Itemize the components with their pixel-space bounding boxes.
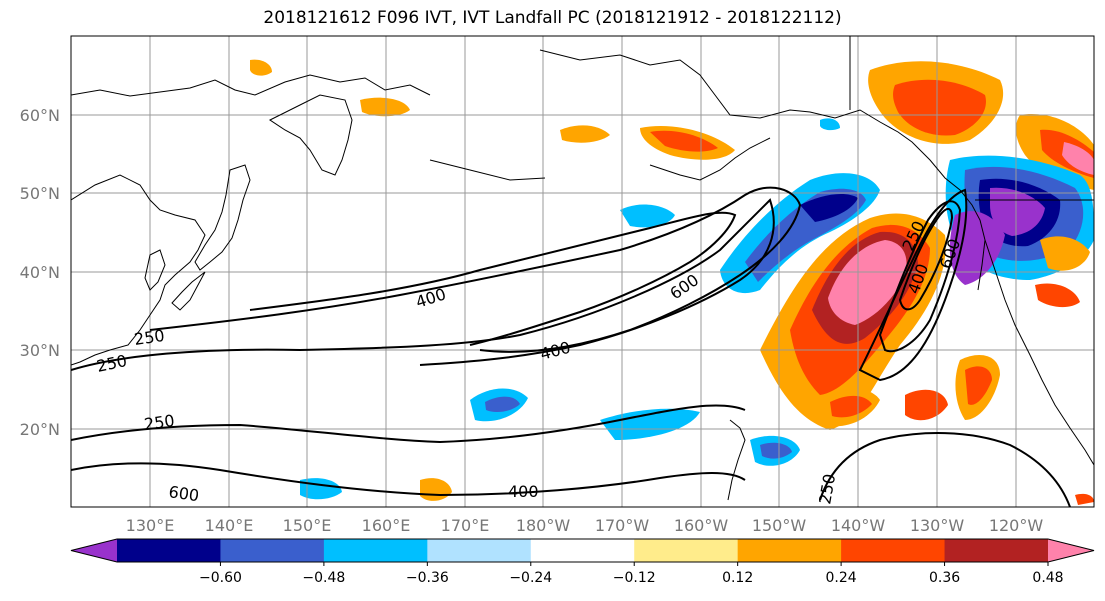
- colorbar-tick-label: 0.24: [826, 570, 857, 586]
- lon-label: 130°W: [910, 516, 965, 535]
- colorbar-segment: [427, 539, 532, 562]
- lat-axis: 60°N 50°N 40°N 30°N 20°N: [20, 106, 60, 439]
- colorbar-segment: [634, 539, 739, 562]
- contour-label: 250: [133, 326, 166, 349]
- map-title: 2018121612 F096 IVT, IVT Landfall PC (20…: [263, 8, 842, 28]
- colorbar-segment: [323, 539, 428, 562]
- lon-label: 170°E: [441, 516, 490, 535]
- lon-axis: 130°E 140°E 150°E 160°E 170°E 180°W 170°…: [126, 516, 1044, 535]
- colorbar-segment: [737, 539, 842, 562]
- colorbar-ticks: −0.60 −0.48 −0.36 −0.24 −0.12 0.12 0.24 0.36 0.4…: [199, 562, 1064, 586]
- lat-label: 40°N: [20, 263, 60, 282]
- colorbar: [70, 538, 1095, 563]
- lon-label: 170°W: [595, 516, 650, 535]
- colorbar-segment: [220, 539, 325, 562]
- coastlines: [71, 36, 1094, 501]
- contour-label: 600: [167, 482, 200, 505]
- lon-label: 160°W: [674, 516, 729, 535]
- map-frame: [70, 35, 1095, 508]
- colorbar-segment: [117, 539, 221, 562]
- colorbar-tick-label: −0.36: [406, 570, 449, 586]
- lon-label: 130°E: [126, 516, 175, 535]
- colorbar-tick-label: −0.60: [199, 570, 242, 586]
- colorbar-tick-label: −0.12: [613, 570, 656, 586]
- lon-label: 120°W: [989, 516, 1044, 535]
- colorbar-tick-label: 0.48: [1032, 570, 1063, 586]
- lat-label: 30°N: [20, 341, 60, 360]
- contour-label: 400: [508, 482, 539, 501]
- gridlines: [71, 36, 1094, 507]
- lon-label: 180°W: [516, 516, 571, 535]
- colorbar-tick-label: 0.36: [929, 570, 960, 586]
- lon-label: 160°E: [362, 516, 411, 535]
- colorbar-tick-label: 0.12: [722, 570, 753, 586]
- lon-label: 140°E: [205, 516, 254, 535]
- contour-label: 250: [143, 411, 176, 434]
- lon-label: 140°W: [831, 516, 886, 535]
- colorbar-extend-low: [71, 539, 117, 562]
- colorbar-segment: [944, 539, 1049, 562]
- colorbar-tick-label: −0.24: [509, 570, 552, 586]
- colorbar-tick-label: −0.48: [302, 570, 345, 586]
- lat-label: 60°N: [20, 106, 60, 125]
- lon-label: 150°E: [283, 516, 332, 535]
- lat-label: 50°N: [20, 184, 60, 203]
- lat-label: 20°N: [20, 420, 60, 439]
- ivt-contours: [71, 186, 1071, 507]
- colorbar-segment: [530, 539, 635, 562]
- colorbar-segment: [841, 539, 946, 562]
- colorbar-outline: [70, 538, 1095, 563]
- colorbar-extend-high: [1048, 539, 1094, 562]
- lon-label: 150°W: [752, 516, 807, 535]
